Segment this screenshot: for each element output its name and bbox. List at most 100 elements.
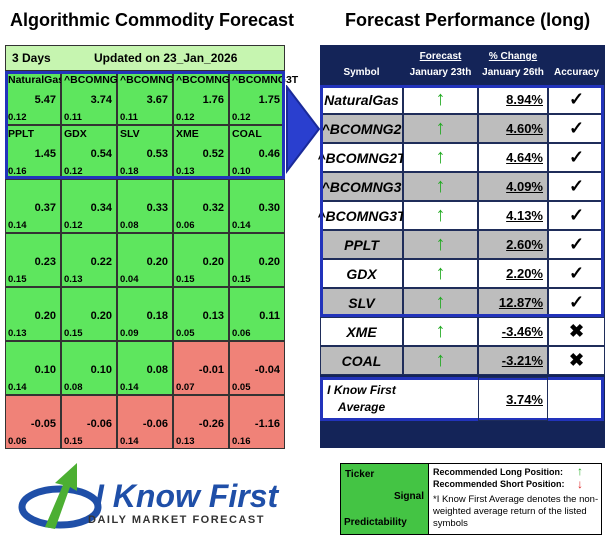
forecast-cell: -0.06 0.14: [117, 395, 173, 449]
header-accuracy: Accuracy: [548, 45, 605, 85]
percent-change: 2.20%: [478, 259, 548, 288]
predictability: 0.12: [8, 112, 27, 123]
pointer-arrow: [286, 85, 321, 174]
accuracy: ✓: [548, 172, 605, 201]
percent-change: -3.21%: [478, 346, 548, 375]
horizon: 3 Days: [12, 51, 51, 65]
accuracy: ✓: [548, 85, 605, 114]
accuracy: ✖: [548, 317, 605, 346]
forecast-cell: -1.16 0.16: [229, 395, 285, 449]
forecast-cell: 0.20 0.15: [173, 233, 229, 287]
predictability: 0.10: [232, 166, 251, 177]
forecast-cell: SLV 0.53 0.18: [117, 125, 173, 179]
forecast-cell: 0.10 0.14: [5, 341, 61, 395]
forecast-arrow: ↑: [403, 114, 478, 143]
symbol: PPLT: [320, 230, 403, 259]
predictability: 0.06: [176, 220, 195, 231]
percent-change: 12.87%: [478, 288, 548, 317]
updated: Updated on 23_Jan_2026: [94, 51, 238, 65]
predictability: 0.14: [120, 436, 139, 447]
symbol: ^BCOMNG3: [320, 172, 403, 201]
signal: 0.11: [259, 310, 280, 322]
logo-icon: [18, 463, 102, 529]
symbol: COAL: [320, 346, 403, 375]
ticker: COAL: [232, 128, 262, 140]
header-change-title: % Change: [488, 51, 538, 62]
percent-change: 2.60%: [478, 230, 548, 259]
signal: 0.18: [146, 310, 168, 322]
predictability: 0.13: [8, 328, 27, 339]
ticker: SLV: [120, 128, 140, 140]
signal: -0.01: [198, 364, 224, 376]
predictability: 0.16: [232, 436, 251, 447]
logo-name: I Know First: [95, 478, 279, 514]
forecast-cell: -0.26 0.13: [173, 395, 229, 449]
forecast-cell: 0.10 0.08: [61, 341, 117, 395]
forecast-cell: ^BCOMNG2T 3.67 0.11: [117, 71, 186, 125]
percent-change: 8.94%: [478, 85, 548, 114]
predictability: 0.05: [232, 382, 251, 393]
ticker: ^BCOMNG3: [176, 74, 236, 86]
forecast-cell: -0.04 0.05: [229, 341, 285, 395]
ticker: ^BCOMNG3T: [232, 74, 299, 86]
predictability: 0.05: [176, 328, 195, 339]
signal: 0.20: [258, 256, 280, 268]
legend-signal: Signal: [393, 491, 424, 502]
average-bg: [320, 377, 604, 421]
predictability: 0.12: [232, 112, 251, 123]
forecast-cell: COAL 0.46 0.10: [229, 125, 285, 179]
ticker: ^BCOMNG2: [64, 74, 124, 86]
legend-ticker: Ticker: [345, 469, 375, 480]
predictability: 0.12: [64, 220, 83, 231]
highlight-border: [5, 71, 285, 179]
forecast-cell: -0.06 0.15: [61, 395, 117, 449]
predictability: 0.14: [8, 220, 27, 231]
left-title: Algorithmic Commodity Forecast: [10, 10, 295, 30]
forecast-cell: -0.05 0.06: [5, 395, 61, 449]
forecast-arrow: ↑: [403, 346, 478, 375]
predictability: 0.08: [64, 382, 83, 393]
signal: 0.23: [34, 256, 56, 268]
forecast-arrow: ↑: [403, 172, 478, 201]
average-line1: I Know First: [327, 383, 396, 397]
symbol: NaturalGas: [320, 85, 403, 114]
signal: 0.22: [90, 256, 112, 268]
accuracy: ✓: [548, 114, 605, 143]
accuracy: ✖: [548, 346, 605, 375]
legend-long-arrow: ↑: [577, 464, 583, 478]
signal: 0.32: [202, 202, 224, 214]
predictability: 0.15: [176, 274, 195, 285]
legend-box: Ticker Signal Predictability Recommended…: [340, 463, 602, 535]
ticker: PPLT: [8, 128, 35, 140]
highlight-border: [320, 85, 604, 317]
accuracy: ✓: [548, 230, 605, 259]
predictability: 0.08: [120, 220, 139, 231]
symbol: ^BCOMNG3T: [317, 201, 406, 230]
forecast-cell: 0.37 0.14: [5, 179, 61, 233]
forecast-cell: 0.20 0.13: [5, 287, 61, 341]
legend-note: *I Know First Average denotes the non-we…: [433, 494, 599, 529]
header-forecast-title: Forecast: [419, 51, 462, 62]
accuracy: ✓: [548, 143, 605, 172]
predictability: 0.11: [120, 112, 138, 123]
forecast-arrow: ↑: [403, 317, 478, 346]
predictability: 0.14: [8, 382, 27, 393]
header-accuracy-title: Accuracy: [553, 67, 600, 78]
forecast-cell: -0.01 0.07: [173, 341, 229, 395]
signal: 0.20: [90, 310, 112, 322]
predictability: 0.14: [232, 220, 251, 231]
forecast-cell: GDX 0.54 0.12: [61, 125, 117, 179]
symbol: ^BCOMNG2: [320, 114, 403, 143]
forecast-cell: 0.33 0.08: [117, 179, 173, 233]
predictability: 0.15: [64, 328, 83, 339]
forecast-cell: 0.11 0.06: [229, 287, 285, 341]
predictability: 0.07: [176, 382, 195, 393]
forecast-cell: 0.30 0.14: [229, 179, 285, 233]
predictability: 0.13: [176, 166, 195, 177]
signal: 0.34: [90, 202, 112, 214]
forecast-arrow: ↑: [403, 85, 478, 114]
signal: 0.53: [146, 148, 168, 160]
legend-swatch: Ticker Signal Predictability: [341, 464, 429, 534]
symbol: XME: [320, 317, 403, 346]
